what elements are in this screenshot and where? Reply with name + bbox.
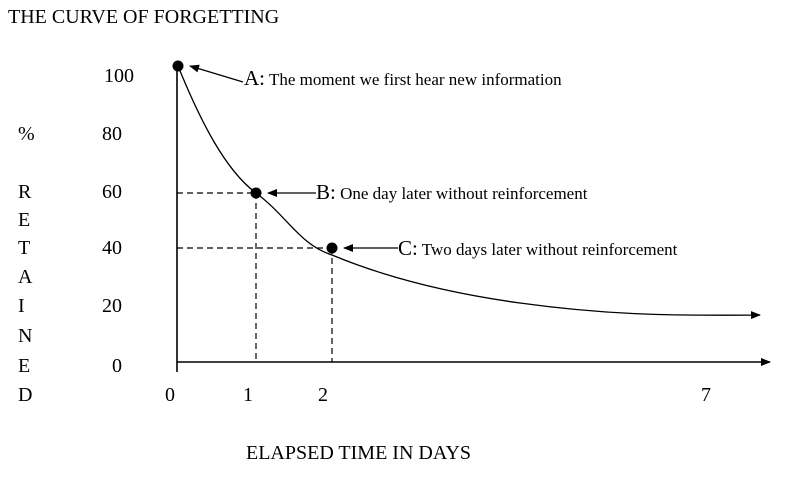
y-tick-60: 60 — [102, 181, 122, 203]
y-label-letter: T — [18, 237, 31, 259]
annotation-b-text: One day later without reinforcement — [335, 184, 588, 203]
dashed-guides — [177, 192, 333, 362]
point-c — [326, 242, 338, 254]
x-axis-label: ELAPSED TIME IN DAYS — [246, 442, 472, 464]
y-tick-20: 20 — [102, 295, 122, 317]
x-tick-0: 0 — [165, 384, 175, 406]
chart-title: THE CURVE OF FORGETTING — [8, 6, 280, 28]
x-tick-1: 1 — [243, 384, 253, 406]
x-tick-7: 7 — [701, 384, 711, 406]
annotation-c-key: C: — [398, 236, 418, 260]
y-label-letter: R — [18, 181, 32, 203]
y-label-letter: N — [18, 325, 33, 347]
y-tick-80: 80 — [102, 123, 122, 145]
annotation-c: C: Two days later without reinforcement — [398, 236, 677, 261]
y-label-percent: % — [18, 123, 35, 145]
annotation-c-text: Two days later without reinforcement — [417, 240, 678, 259]
annotation-b-key: B: — [316, 180, 336, 204]
x-tick-2: 2 — [318, 384, 328, 406]
y-tick-40: 40 — [102, 237, 122, 259]
point-b — [250, 187, 262, 199]
annotation-a-text: The moment we first hear new information — [265, 70, 562, 89]
y-label-letter: E — [18, 355, 31, 377]
annotation-a-key: A: — [244, 66, 265, 90]
y-tick-100: 100 — [104, 65, 134, 87]
y-label-letter: D — [18, 384, 33, 406]
forgetting-curve — [177, 65, 761, 320]
y-tick-0: 0 — [112, 355, 122, 377]
annotation-a: A: The moment we first hear new informat… — [244, 66, 562, 91]
y-label-letter: E — [18, 209, 31, 231]
y-label-letter: A — [18, 266, 33, 288]
point-a — [172, 60, 184, 72]
annotation-b: B: One day later without reinforcement — [316, 180, 587, 205]
arrow-a — [189, 64, 244, 83]
y-label-letter: I — [18, 295, 25, 317]
